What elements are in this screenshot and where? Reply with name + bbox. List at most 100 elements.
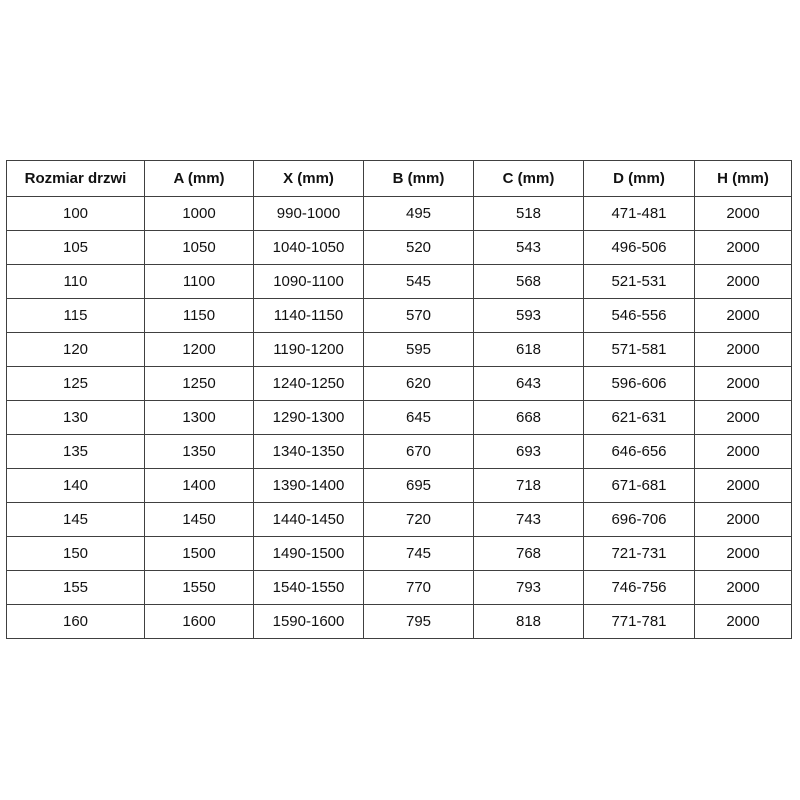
table-cell: 2000 [694,298,792,333]
table-row: 110 1100 1090-1100 545 568 521-531 2000 [6,264,792,299]
table-cell: 620 [363,366,474,401]
table-cell: 521-531 [583,264,695,299]
table-cell: 671-681 [583,468,695,503]
table-cell: 160 [6,604,145,639]
table-cell: 2000 [694,570,792,605]
table-cell: 546-556 [583,298,695,333]
table-cell: 1490-1500 [253,536,364,571]
table-cell: 1190-1200 [253,332,364,367]
table-cell: 110 [6,264,145,299]
table-cell: 495 [363,196,474,231]
table-cell: 596-606 [583,366,695,401]
table-cell: 718 [473,468,584,503]
table-cell: 2000 [694,604,792,639]
table-cell: 2000 [694,230,792,265]
table-cell: 2000 [694,196,792,231]
table-cell: 793 [473,570,584,605]
table-cell: 1550 [144,570,254,605]
column-header: B (mm) [363,160,474,197]
table-cell: 1290-1300 [253,400,364,435]
table-cell: 2000 [694,332,792,367]
column-header: A (mm) [144,160,254,197]
table-cell: 1590-1600 [253,604,364,639]
table-cell: 618 [473,332,584,367]
table-cell: 818 [473,604,584,639]
table-cell: 1090-1100 [253,264,364,299]
table-cell: 115 [6,298,145,333]
table-cell: 1350 [144,434,254,469]
table-cell: 2000 [694,434,792,469]
table-cell: 696-706 [583,502,695,537]
table-cell: 496-506 [583,230,695,265]
table-cell: 2000 [694,468,792,503]
table-cell: 155 [6,570,145,605]
table-cell: 593 [473,298,584,333]
table-cell: 720 [363,502,474,537]
table-row: 140 1400 1390-1400 695 718 671-681 2000 [6,468,792,503]
table-cell: 743 [473,502,584,537]
table-cell: 1240-1250 [253,366,364,401]
table-cell: 1250 [144,366,254,401]
column-header: D (mm) [583,160,695,197]
table-cell: 2000 [694,400,792,435]
table-row: 145 1450 1440-1450 720 743 696-706 2000 [6,502,792,537]
table-cell: 2000 [694,366,792,401]
table-cell: 795 [363,604,474,639]
table-cell: 745 [363,536,474,571]
table-cell: 1400 [144,468,254,503]
table-cell: 1100 [144,264,254,299]
table-cell: 621-631 [583,400,695,435]
table-body: 100 1000 990-1000 495 518 471-481 2000 105 1050 1… [6,196,792,639]
table-cell: 130 [6,400,145,435]
table-row: 105 1050 1040-1050 520 543 496-506 2000 [6,230,792,265]
table-cell: 471-481 [583,196,695,231]
column-header: C (mm) [473,160,584,197]
table-cell: 543 [473,230,584,265]
table-cell: 1200 [144,332,254,367]
column-header: Rozmiar drzwi [6,160,145,197]
door-size-table: Rozmiar drzwi A (mm) X (mm) B (mm) C (mm) D (… [6,160,792,639]
table-cell: 721-731 [583,536,695,571]
table-cell: 568 [473,264,584,299]
table-row: 150 1500 1490-1500 745 768 721-731 2000 [6,536,792,571]
table-row: 135 1350 1340-1350 670 693 646-656 2000 [6,434,792,469]
table-cell: 520 [363,230,474,265]
table-cell: 1600 [144,604,254,639]
table-cell: 645 [363,400,474,435]
table-cell: 145 [6,502,145,537]
table-cell: 990-1000 [253,196,364,231]
table-row: 115 1150 1140-1150 570 593 546-556 2000 [6,298,792,333]
table-cell: 150 [6,536,145,571]
table-cell: 1140-1150 [253,298,364,333]
table-cell: 771-781 [583,604,695,639]
table-cell: 1050 [144,230,254,265]
table-cell: 1390-1400 [253,468,364,503]
table-row: 155 1550 1540-1550 770 793 746-756 2000 [6,570,792,605]
column-header: H (mm) [694,160,792,197]
table-cell: 1000 [144,196,254,231]
header-row: Rozmiar drzwi A (mm) X (mm) B (mm) C (mm) D (… [6,160,792,197]
table-cell: 693 [473,434,584,469]
table-cell: 135 [6,434,145,469]
table-cell: 1150 [144,298,254,333]
table-cell: 2000 [694,264,792,299]
table-cell: 668 [473,400,584,435]
table-cell: 140 [6,468,145,503]
table-cell: 670 [363,434,474,469]
table-row: 130 1300 1290-1300 645 668 621-631 2000 [6,400,792,435]
table-cell: 120 [6,332,145,367]
table-cell: 570 [363,298,474,333]
table-cell: 770 [363,570,474,605]
table-row: 125 1250 1240-1250 620 643 596-606 2000 [6,366,792,401]
table-cell: 1500 [144,536,254,571]
table-cell: 105 [6,230,145,265]
table-cell: 646-656 [583,434,695,469]
table-cell: 595 [363,332,474,367]
table-row: 120 1200 1190-1200 595 618 571-581 2000 [6,332,792,367]
table-cell: 1340-1350 [253,434,364,469]
table-cell: 1540-1550 [253,570,364,605]
table-cell: 643 [473,366,584,401]
table-cell: 1450 [144,502,254,537]
table-cell: 1040-1050 [253,230,364,265]
table-cell: 746-756 [583,570,695,605]
